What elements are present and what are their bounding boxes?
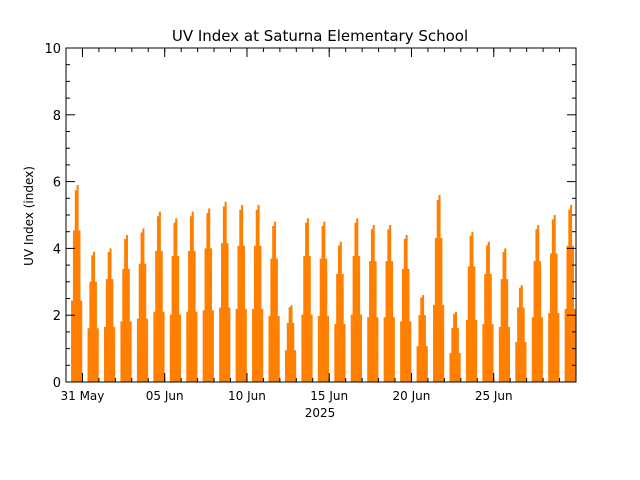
- y-axis-label: UV Index (index): [22, 166, 36, 266]
- daily-uv-bar: [515, 285, 527, 382]
- daily-uv-bar: [202, 208, 214, 382]
- x-tick-label: 25 Jun: [475, 389, 513, 403]
- y-tick-label: 2: [53, 309, 61, 324]
- x-tick-label: 20 Jun: [393, 389, 431, 403]
- daily-uv-bar: [449, 311, 461, 382]
- daily-uv-bar: [153, 211, 165, 382]
- y-tick-label: 6: [53, 176, 61, 191]
- x-tick-label: 31 May: [60, 389, 104, 403]
- daily-uv-bar: [301, 218, 313, 382]
- daily-uv-bar: [87, 251, 99, 382]
- daily-uv-bar: [465, 231, 478, 382]
- daily-uv-bar: [498, 248, 511, 382]
- y-tick-label: 8: [53, 109, 61, 124]
- daily-uv-bar: [564, 204, 576, 382]
- daily-uv-bar: [235, 204, 247, 382]
- y-tick-label: 0: [53, 376, 61, 391]
- daily-uv-bar: [284, 305, 297, 382]
- daily-uv-bar: [71, 184, 83, 382]
- daily-uv-bar: [548, 215, 560, 382]
- daily-uv-bar: [433, 194, 445, 382]
- uv-bars: [71, 184, 576, 382]
- daily-uv-bar: [416, 295, 428, 382]
- x-tick-label: 10 Jun: [228, 389, 266, 403]
- chart-title: UV Index at Saturna Elementary School: [172, 27, 468, 45]
- daily-uv-bar: [317, 221, 330, 382]
- daily-uv-bar: [268, 221, 280, 382]
- x-axis-label: 2025: [305, 406, 336, 420]
- daily-uv-bar: [531, 225, 543, 382]
- daily-uv-bar: [350, 218, 362, 382]
- y-tick-label: 10: [44, 42, 61, 57]
- daily-uv-bar: [482, 241, 494, 382]
- daily-uv-bar: [252, 204, 264, 382]
- daily-uv-bar: [334, 241, 346, 382]
- daily-uv-bar: [136, 228, 149, 382]
- daily-uv-bar: [400, 235, 412, 382]
- daily-uv-bar: [120, 235, 132, 382]
- daily-uv-bar: [103, 248, 116, 382]
- daily-uv-bar: [169, 218, 182, 382]
- daily-uv-bar: [186, 211, 198, 382]
- x-tick-label: 05 Jun: [146, 389, 184, 403]
- y-tick-label: 4: [53, 242, 61, 257]
- daily-uv-bar: [383, 225, 395, 382]
- daily-uv-bar: [219, 201, 231, 382]
- x-tick-label: 15 Jun: [310, 389, 348, 403]
- daily-uv-bar: [367, 225, 379, 382]
- plot-axes: 0 2 4 6 8 10 31 May 05 Jun 10 Jun 15 Jun 20 Jun 25 …: [44, 42, 577, 403]
